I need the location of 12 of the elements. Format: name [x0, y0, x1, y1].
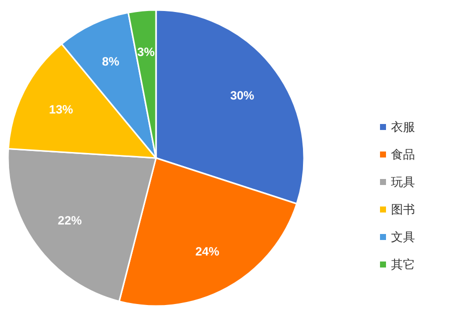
legend-label: 图书 — [391, 202, 415, 216]
data-label: 13% — [49, 102, 74, 117]
data-label: 30% — [230, 88, 255, 102]
legend-label: 其它 — [391, 258, 415, 272]
legend-label: 玩具 — [391, 175, 415, 189]
legend-label: 食品 — [391, 148, 415, 162]
data-label: 3% — [137, 44, 155, 59]
data-label: 22% — [58, 214, 82, 228]
data-label: 24% — [195, 244, 220, 258]
legend-label: 衣服 — [391, 120, 415, 134]
legend-label: 文具 — [391, 230, 415, 244]
data-label: 8% — [102, 54, 120, 69]
